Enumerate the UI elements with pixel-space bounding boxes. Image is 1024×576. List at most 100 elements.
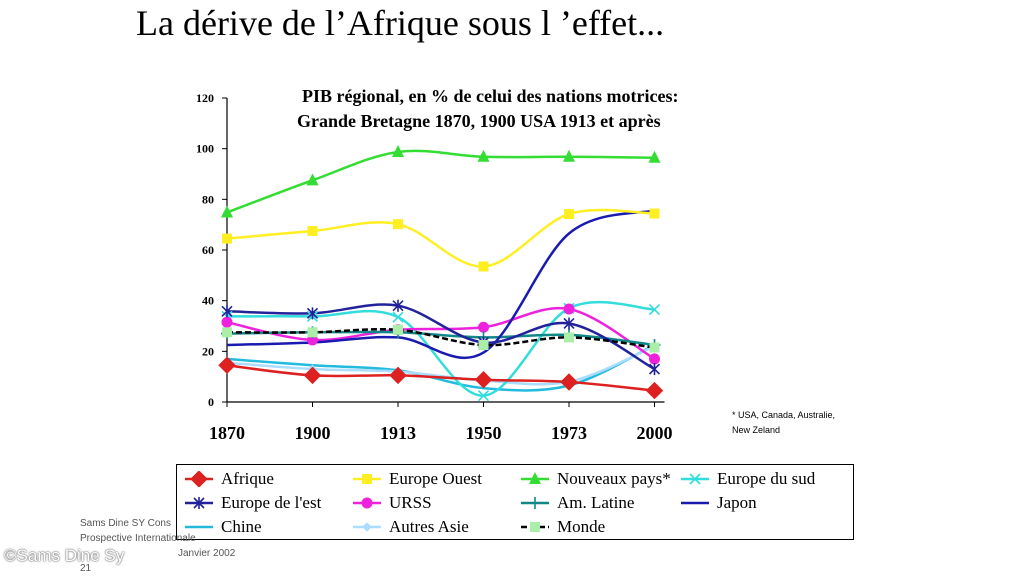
series-line-nouveaux-pays bbox=[226, 149, 655, 214]
x-tick-label: 1913 bbox=[380, 423, 416, 443]
data-point-europe-de-l-est bbox=[306, 307, 319, 320]
data-point-monde bbox=[649, 342, 660, 353]
data-point-urss bbox=[221, 316, 233, 328]
data-point-monde bbox=[478, 340, 489, 350]
legend-label: Chine bbox=[221, 517, 262, 536]
y-tick-label: 100 bbox=[196, 142, 214, 156]
legend-label: Am. Latine bbox=[557, 493, 635, 512]
y-tick-label: 20 bbox=[202, 344, 214, 358]
y-tick-label: 60 bbox=[202, 243, 214, 257]
legend-swatch-marker bbox=[190, 471, 208, 487]
data-point-europe-ouest bbox=[649, 208, 660, 219]
chart-legend: Afrique Europe Ouest Nouveaux pays* Europe … bbox=[176, 464, 854, 540]
legend-item-nouveaux-pays: Nouveaux pays* bbox=[521, 467, 671, 491]
legend-label: Europe Ouest bbox=[389, 469, 483, 488]
legend-swatch bbox=[521, 472, 549, 484]
footer-page-number: 21 bbox=[80, 563, 92, 574]
slide-title: La dérive de l’Afrique sous l ’effet... bbox=[136, 3, 665, 43]
y-tick-label: 0 bbox=[208, 395, 214, 409]
series-markers bbox=[218, 144, 664, 402]
data-point-europe-de-l-est bbox=[392, 299, 404, 312]
data-point-europe-de-l-est bbox=[221, 305, 233, 318]
series-markers-nouveaux-pays bbox=[221, 144, 661, 218]
y-tick-label: 120 bbox=[196, 91, 214, 105]
series-markers-afrique bbox=[218, 356, 664, 400]
chart-title-line1: PIB régional, en % de celui des nations … bbox=[302, 86, 678, 106]
chart-footnote: * USA, Canada, Australie, New Zeland bbox=[732, 410, 836, 435]
data-point-europe-de-l-est bbox=[563, 317, 575, 330]
legend-label: Monde bbox=[557, 517, 606, 536]
data-point-afrique bbox=[389, 366, 407, 385]
legend-swatch-marker bbox=[689, 473, 701, 485]
chart-axes: 0 20 40 60 80 100 120 1870 1900 1913 1950 1973 2000 bbox=[196, 91, 673, 443]
data-point-europe-ouest bbox=[222, 233, 232, 244]
data-point-urss bbox=[478, 321, 489, 333]
legend-swatch bbox=[681, 501, 709, 505]
series-line-afrique bbox=[226, 364, 655, 392]
legend-swatch-marker bbox=[362, 522, 372, 532]
data-point-europe-du-sud bbox=[477, 390, 490, 402]
footer-subtitle: Prospective Internationale bbox=[80, 533, 196, 544]
legend-item-autres-asie: Autres Asie bbox=[353, 515, 469, 539]
data-point-europe-du-sud bbox=[648, 303, 661, 316]
legend-item-chine: Chine bbox=[185, 515, 262, 539]
series-line-autres-asie bbox=[226, 345, 655, 386]
series-lines bbox=[226, 149, 656, 397]
series-line-europe-ouest bbox=[226, 208, 655, 268]
data-point-urss bbox=[649, 353, 660, 365]
data-point-afrique bbox=[303, 366, 322, 385]
legend-swatch bbox=[185, 525, 213, 529]
data-point-europe-du-sud bbox=[392, 311, 404, 323]
data-point-europe-ouest bbox=[478, 261, 489, 272]
data-point-afrique bbox=[560, 373, 578, 391]
legend-label: Japon bbox=[717, 493, 757, 512]
data-point-nouveaux-pays bbox=[563, 149, 575, 162]
data-point-monde bbox=[222, 327, 232, 338]
legend-label: Afrique bbox=[221, 469, 274, 488]
data-point-nouveaux-pays bbox=[306, 173, 319, 186]
legend-item-monde: Monde bbox=[521, 515, 605, 539]
chart-title-line2: Grande Bretagne 1870, 1900 USA 1913 et a… bbox=[297, 111, 661, 131]
data-point-monde bbox=[393, 324, 403, 335]
legend-item-afrique: Afrique bbox=[185, 467, 274, 491]
legend-swatch bbox=[521, 497, 549, 509]
legend-swatch-marker bbox=[530, 522, 540, 532]
data-point-europe-de-l-est bbox=[648, 363, 661, 376]
x-tick-label: 1973 bbox=[551, 423, 587, 443]
legend-label: URSS bbox=[389, 493, 432, 512]
data-point-nouveaux-pays bbox=[477, 149, 490, 162]
legend-item-europe-du-sud: Europe du sud bbox=[681, 467, 815, 491]
legend-label: Nouveaux pays* bbox=[557, 469, 671, 488]
footer-author: Sams Dine SY Cons bbox=[80, 518, 171, 529]
series-line-europe-de-l-est bbox=[226, 303, 656, 371]
footer-date: Janvier 2002 bbox=[178, 548, 236, 559]
legend-swatch-marker bbox=[193, 497, 205, 509]
legend-swatch-marker bbox=[529, 472, 541, 484]
data-point-afrique bbox=[218, 356, 236, 374]
legend-label: Autres Asie bbox=[389, 517, 469, 536]
legend-item-europe-de-l-est: Europe de l'est bbox=[185, 491, 321, 515]
legend-swatch-marker bbox=[529, 497, 541, 509]
data-point-nouveaux-pays bbox=[392, 144, 404, 157]
data-point-afrique bbox=[474, 370, 493, 389]
legend-swatch-marker bbox=[361, 497, 373, 509]
data-point-afrique bbox=[645, 381, 664, 400]
data-point-monde bbox=[307, 327, 318, 338]
x-tick-label: 1900 bbox=[295, 423, 331, 443]
legend-swatch bbox=[185, 471, 213, 487]
data-point-nouveaux-pays bbox=[648, 150, 661, 163]
series-line-monde bbox=[226, 327, 655, 349]
series-line-urss bbox=[226, 306, 656, 360]
legend-item-japon: Japon bbox=[681, 491, 757, 515]
legend-swatch bbox=[681, 473, 709, 485]
y-tick-label: 40 bbox=[202, 294, 214, 308]
legend-swatch bbox=[353, 474, 381, 484]
data-point-europe-ouest bbox=[307, 226, 318, 236]
legend-item-urss: URSS bbox=[353, 491, 432, 515]
legend-label: Europe de l'est bbox=[221, 493, 322, 512]
series-markers-monde bbox=[222, 324, 660, 353]
legend-swatch-marker bbox=[362, 474, 372, 484]
y-tick-label: 80 bbox=[202, 192, 214, 206]
legend-swatch bbox=[521, 522, 549, 532]
